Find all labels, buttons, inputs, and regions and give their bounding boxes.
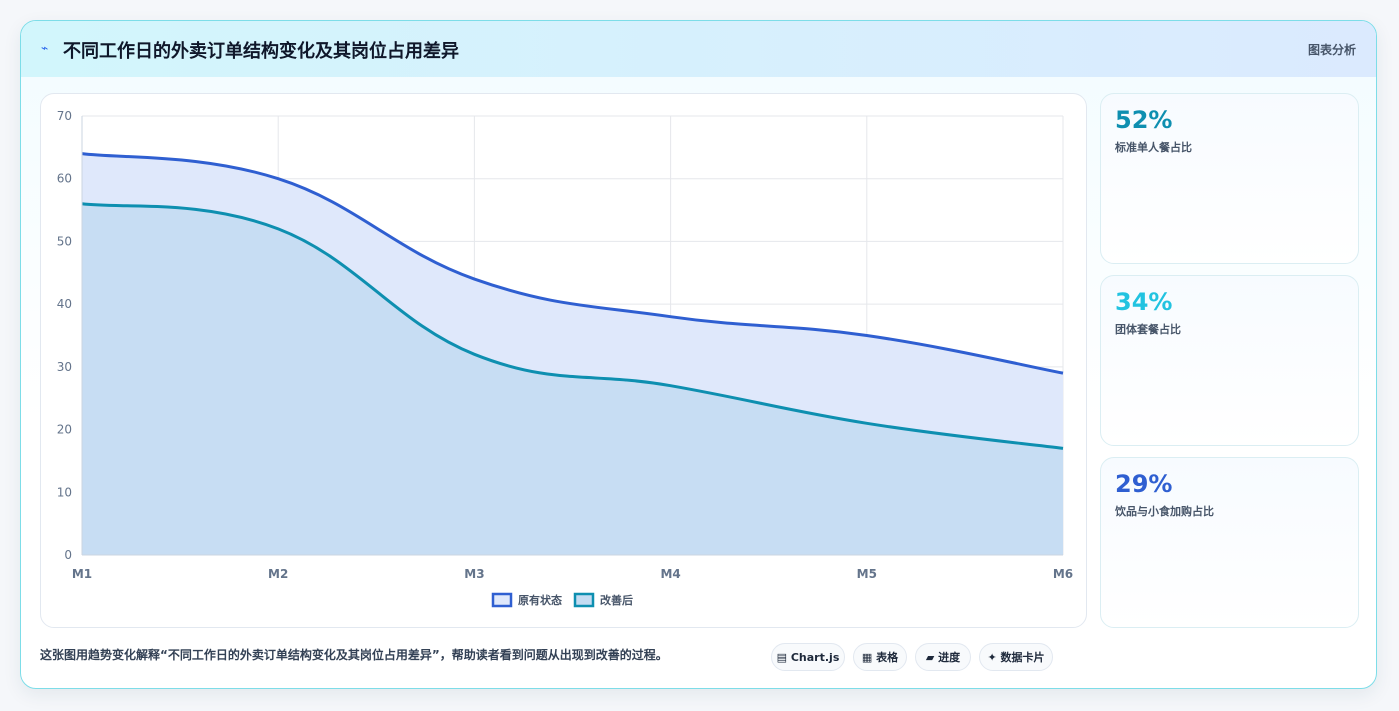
card-header: ⌁ 不同工作日的外卖订单结构变化及其岗位占用差异 图表分析 [21,21,1376,77]
y-tick-label: 50 [57,234,72,248]
chip-data-card[interactable]: ✦ 数据卡片 [979,643,1053,671]
stat-card-group-meal: 34% 团体套餐占比 [1100,275,1359,446]
chart-icon: ▤ [776,651,788,664]
header-tag: 图表分析 [1307,43,1356,57]
chart-caption: 这张图用趋势变化解释“不同工作日的外卖订单结构变化及其岗位占用差异”，帮助读者看… [40,648,668,662]
progress-icon: ▰ [925,651,935,664]
y-tick-label: 40 [57,297,72,311]
chart-panel: 0 10 20 30 40 50 60 70 M1 M2 M3 M4 M5 M6 原有状态 改善后 [40,93,1087,628]
chip-label: 进度 [938,651,961,664]
y-tick-label: 30 [57,360,72,374]
lightning-icon: ⌁ [41,41,49,55]
y-tick-label: 10 [57,485,72,499]
line-series-0 [81,152,1064,375]
stat-label: 饮品与小食加购占比 [1115,505,1214,518]
x-tick-label: M4 [660,567,680,581]
legend-label: 原有状态 [518,593,562,607]
dashboard-card: ⌁ 不同工作日的外卖订单结构变化及其岗位占用差异 图表分析 0 10 20 30 40 5… [20,20,1377,689]
stat-value: 52% [1115,106,1173,134]
chip-chartjs[interactable]: ▤ Chart.js [771,643,845,671]
stat-card-drinks-snacks: 29% 饮品与小食加购占比 [1100,457,1359,628]
x-tick-label: M1 [72,567,92,581]
table-icon: ▦ [861,651,873,664]
legend-swatch [573,592,595,608]
sparkle-icon: ✦ [987,651,997,664]
stat-label: 标准单人餐占比 [1115,141,1192,154]
chip-table[interactable]: ▦ 表格 [853,643,907,671]
x-tick-label: M3 [464,567,484,581]
chip-label: Chart.js [790,651,840,664]
stat-value: 29% [1115,470,1173,498]
chip-label: 数据卡片 [1000,651,1045,664]
stat-label: 团体套餐占比 [1115,323,1181,336]
y-tick-label: 60 [57,172,72,186]
stat-card-single-meal: 52% 标准单人餐占比 [1100,93,1359,264]
legend-swatch [491,592,513,608]
legend-label: 改善后 [600,593,633,607]
line-series-1 [81,202,1064,450]
y-tick-label: 0 [64,548,72,562]
x-tick-label: M2 [268,567,288,581]
chip-label: 表格 [876,651,899,664]
x-tick-label: M6 [1053,567,1073,581]
page-title: 不同工作日的外卖订单结构变化及其岗位占用差异 [63,41,459,62]
y-tick-label: 70 [57,109,72,123]
stat-value: 34% [1115,288,1173,316]
y-tick-label: 20 [57,423,72,437]
chip-progress[interactable]: ▰ 进度 [915,643,971,671]
area-fill-series-1 [82,203,1063,556]
x-tick-label: M5 [857,567,877,581]
area-chart: 0 10 20 30 40 50 60 70 M1 M2 M3 M4 M5 M6 原有状态 改善后 [57,109,1073,608]
